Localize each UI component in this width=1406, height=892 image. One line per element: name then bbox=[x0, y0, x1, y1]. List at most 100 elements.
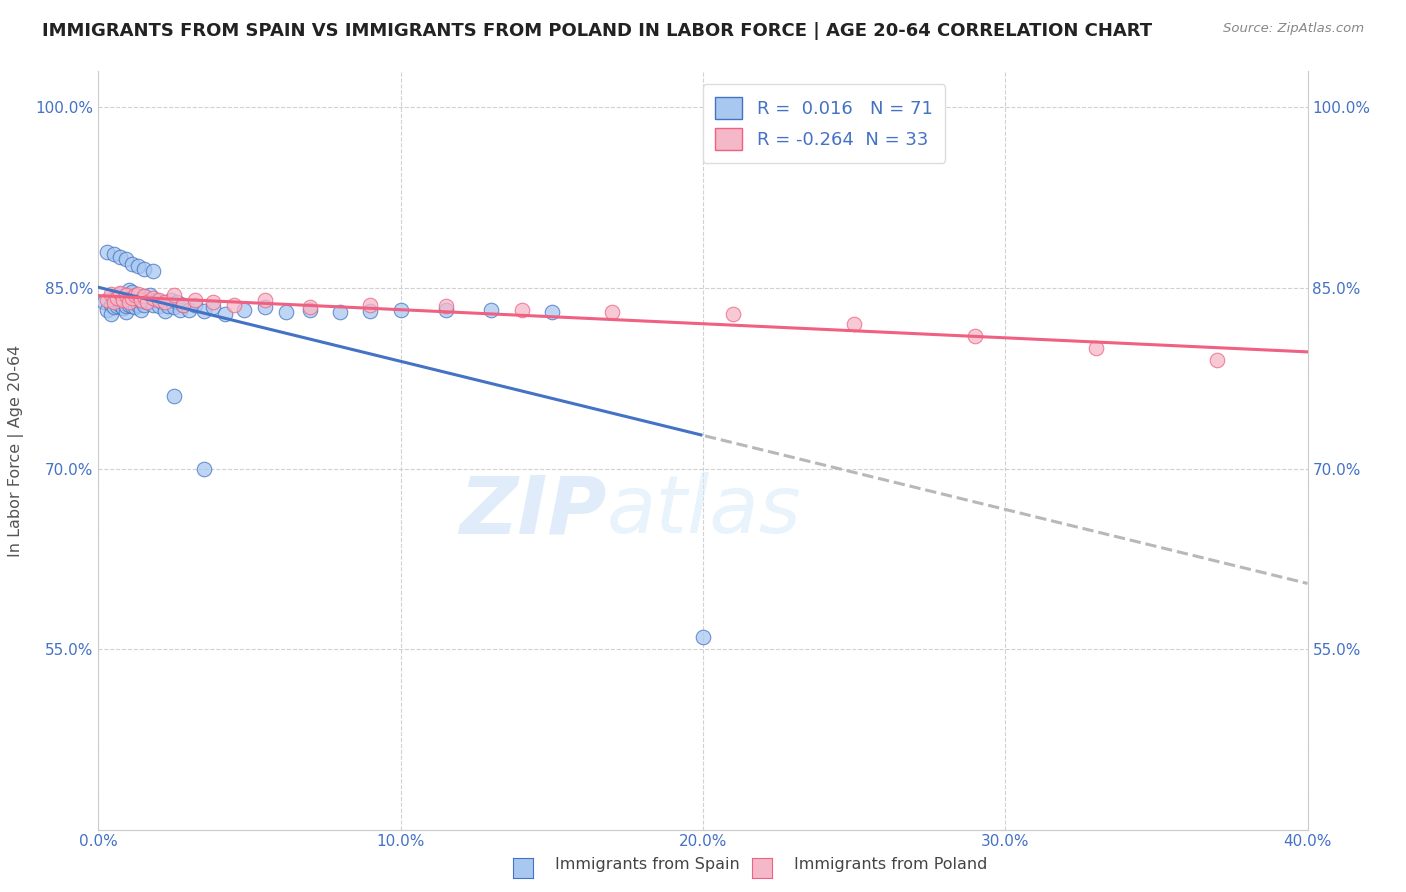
Point bbox=[510, 302, 533, 317]
Point bbox=[108, 294, 131, 309]
Point bbox=[108, 250, 131, 264]
Point bbox=[274, 305, 297, 319]
Point bbox=[166, 295, 188, 310]
Point bbox=[232, 302, 254, 317]
Point bbox=[193, 303, 215, 318]
Point bbox=[163, 389, 186, 403]
Point bbox=[103, 300, 125, 314]
Point bbox=[129, 293, 152, 307]
Point bbox=[105, 291, 128, 305]
Point bbox=[114, 288, 136, 302]
Point bbox=[132, 289, 155, 303]
Text: Source: ZipAtlas.com: Source: ZipAtlas.com bbox=[1223, 22, 1364, 36]
Point bbox=[111, 301, 134, 316]
Point bbox=[160, 293, 183, 307]
Point bbox=[153, 295, 176, 310]
Text: Immigrants from Poland: Immigrants from Poland bbox=[794, 857, 988, 872]
Point bbox=[434, 302, 457, 317]
Point bbox=[114, 299, 136, 313]
Point bbox=[100, 287, 122, 301]
Point bbox=[108, 285, 131, 300]
Point bbox=[100, 308, 122, 322]
Point bbox=[172, 298, 194, 312]
Point bbox=[224, 298, 246, 312]
Point bbox=[253, 300, 276, 314]
Point bbox=[108, 287, 131, 301]
Point bbox=[114, 305, 136, 319]
Point bbox=[127, 289, 149, 303]
Point bbox=[118, 298, 141, 312]
Point bbox=[142, 298, 165, 312]
Point bbox=[299, 302, 322, 317]
Point bbox=[135, 295, 157, 310]
Point bbox=[360, 303, 382, 318]
Point bbox=[105, 289, 128, 303]
Point bbox=[145, 293, 167, 307]
Point bbox=[202, 295, 225, 310]
Point bbox=[193, 461, 215, 475]
Point bbox=[481, 302, 503, 317]
Point bbox=[118, 284, 141, 298]
Point bbox=[299, 300, 322, 314]
Point bbox=[124, 300, 146, 314]
Point bbox=[179, 302, 201, 317]
Point bbox=[129, 302, 152, 317]
Point bbox=[253, 293, 276, 307]
Point bbox=[111, 293, 134, 307]
Point bbox=[540, 305, 562, 319]
Point bbox=[1206, 353, 1229, 368]
Y-axis label: In Labor Force | Age 20-64: In Labor Force | Age 20-64 bbox=[8, 344, 24, 557]
Text: IMMIGRANTS FROM SPAIN VS IMMIGRANTS FROM POLAND IN LABOR FORCE | AGE 20-64 CORRE: IMMIGRANTS FROM SPAIN VS IMMIGRANTS FROM… bbox=[42, 22, 1153, 40]
Point bbox=[129, 294, 152, 309]
Point bbox=[602, 305, 624, 319]
Point bbox=[105, 292, 128, 306]
Point bbox=[124, 292, 146, 306]
Point bbox=[96, 293, 118, 307]
Point bbox=[1085, 341, 1108, 355]
Point bbox=[132, 289, 155, 303]
Point bbox=[329, 305, 352, 319]
Text: atlas: atlas bbox=[606, 472, 801, 550]
Point bbox=[844, 317, 866, 331]
Point bbox=[127, 260, 149, 274]
Point bbox=[96, 302, 118, 317]
Point bbox=[163, 300, 186, 314]
Point bbox=[96, 244, 118, 259]
Point bbox=[132, 261, 155, 276]
Point bbox=[434, 299, 457, 313]
Point bbox=[114, 288, 136, 302]
Point bbox=[93, 295, 115, 310]
Point bbox=[100, 298, 122, 312]
Point bbox=[121, 257, 143, 271]
Point bbox=[108, 298, 131, 312]
Point bbox=[132, 298, 155, 312]
Point bbox=[214, 308, 236, 322]
Point bbox=[103, 293, 125, 307]
Point bbox=[150, 295, 173, 310]
Point bbox=[121, 291, 143, 305]
Point bbox=[172, 298, 194, 312]
Point bbox=[111, 295, 134, 310]
Text: Immigrants from Spain: Immigrants from Spain bbox=[555, 857, 740, 872]
Point bbox=[121, 299, 143, 313]
Point bbox=[121, 285, 143, 299]
Point bbox=[142, 291, 165, 305]
Point bbox=[103, 247, 125, 261]
Point bbox=[965, 329, 987, 343]
Point bbox=[148, 299, 170, 313]
Point bbox=[202, 300, 225, 314]
Point bbox=[148, 293, 170, 307]
Point bbox=[169, 302, 191, 317]
Point bbox=[105, 299, 128, 313]
Point bbox=[142, 264, 165, 278]
Text: ZIP: ZIP bbox=[458, 472, 606, 550]
Point bbox=[163, 288, 186, 302]
Point bbox=[124, 288, 146, 302]
Legend: R =  0.016   N = 71, R = -0.264  N = 33: R = 0.016 N = 71, R = -0.264 N = 33 bbox=[703, 84, 945, 162]
Point bbox=[103, 295, 125, 310]
Point bbox=[184, 293, 207, 307]
Point bbox=[121, 293, 143, 307]
Point bbox=[723, 308, 745, 322]
Point bbox=[184, 298, 207, 312]
Point bbox=[127, 287, 149, 301]
